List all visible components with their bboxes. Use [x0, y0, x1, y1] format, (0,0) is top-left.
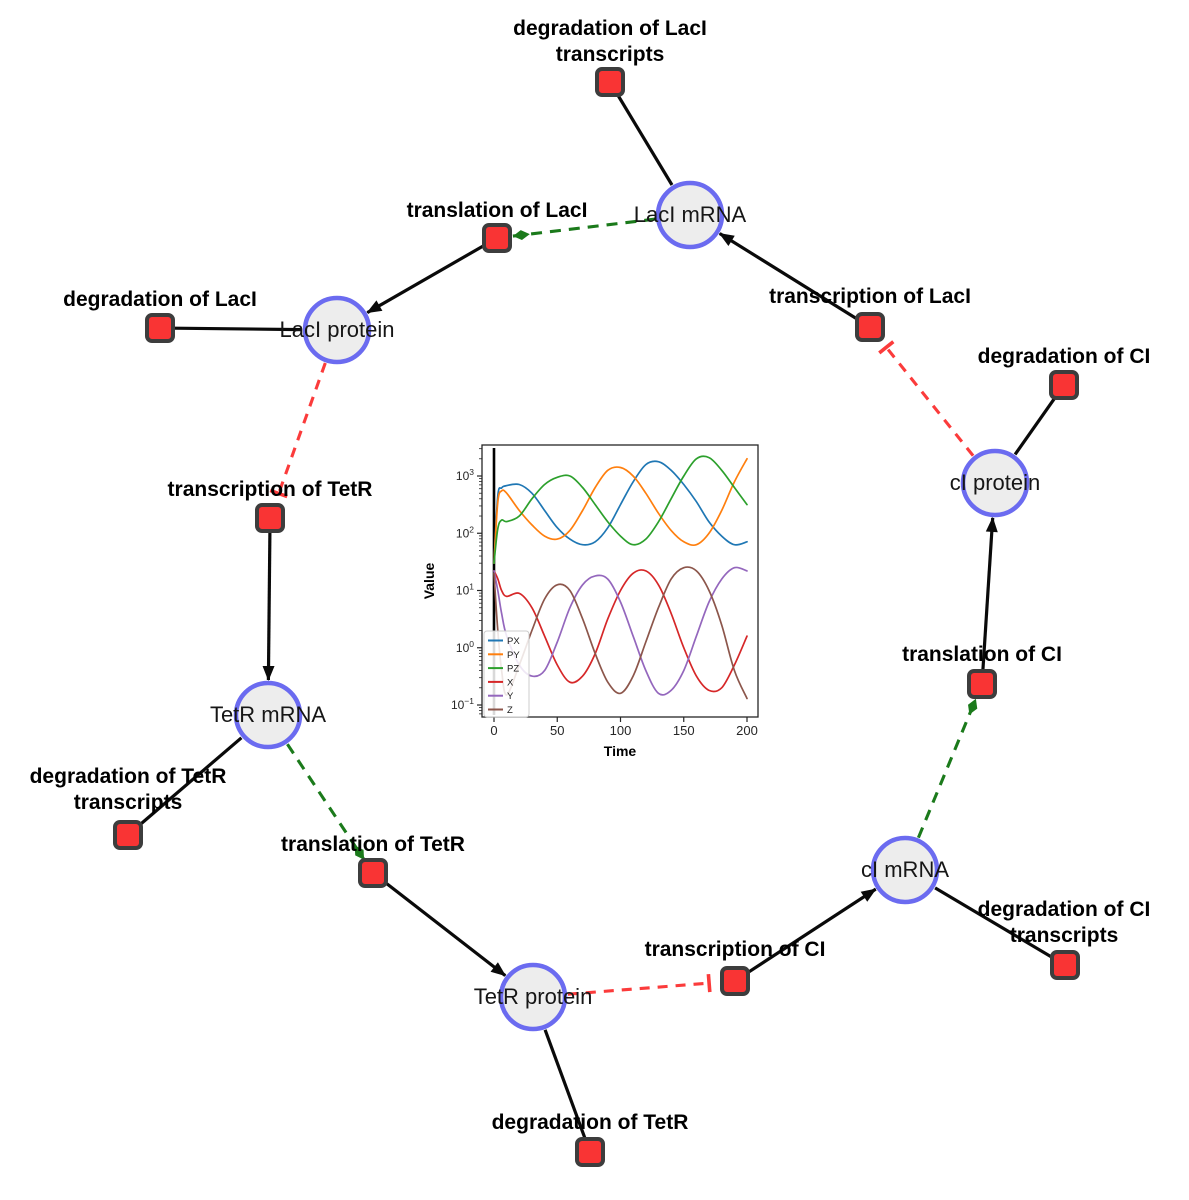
legend-entry-Y: Y [507, 691, 514, 702]
reaction-node-deg_ci_tx [1050, 950, 1080, 980]
edge-reactant-ci_protein-to-deg_ci [1013, 395, 1058, 456]
svg-text:0: 0 [490, 723, 497, 738]
svg-text:10−1: 10−1 [451, 696, 474, 712]
svg-text:50: 50 [550, 723, 564, 738]
chart-series-PZ [493, 455, 748, 565]
node-layer [113, 67, 1080, 1167]
edge-reactant-tetr_mrna-to-deg_tetr_tx [137, 736, 243, 828]
edge-layer [137, 93, 1058, 1140]
reaction-label-deg_ci: degradation of CI [977, 345, 1151, 368]
reaction-label-tx_laci: transcription of LacI [769, 285, 971, 308]
reaction-node-transl_ci [967, 669, 997, 699]
chart-series-PY [493, 457, 748, 565]
edge-product-tx_laci-to-laci_mrna [718, 232, 859, 321]
svg-text:100: 100 [610, 723, 632, 738]
edge-product-transl_ci-to-ci_protein [981, 516, 998, 671]
reaction-node-deg_laci_tx [595, 67, 625, 97]
reaction-node-tx_tetr [255, 503, 285, 533]
reaction-label-transl_ci: translation of CI [902, 643, 1062, 666]
reaction-node-transl_tetr [358, 858, 388, 888]
species-label-ci_mrna: cI mRNA [861, 857, 949, 882]
chart-series-PX [493, 460, 748, 565]
reaction-label-tx_tetr: transcription of TetR [167, 478, 373, 501]
species-node-laci_mrna [655, 180, 725, 250]
reaction-label-deg_ci_tx: degradation of CI transcripts [977, 898, 1151, 947]
reaction-label-deg_tetr: degradation of TetR [491, 1111, 689, 1134]
svg-text:102: 102 [456, 524, 474, 540]
reaction-node-deg_tetr_tx [113, 820, 143, 850]
species-node-ci_mrna [870, 835, 940, 905]
svg-text:100: 100 [456, 639, 474, 655]
chart-legend: PX PY PZ XYZ [483, 630, 530, 718]
edge-product-transl_laci-to-laci_protein [366, 243, 486, 314]
species-label-laci_protein: LacI protein [279, 317, 395, 342]
svg-text:200: 200 [736, 723, 758, 738]
reaction-label-deg_tetr_tx: degradation of TetR transcripts [29, 765, 227, 814]
legend-entry-PY: PY [507, 650, 520, 661]
svg-text:103: 103 [456, 467, 474, 483]
species-node-laci_protein [302, 295, 372, 365]
reaction-label-deg_laci: degradation of LacI [63, 288, 257, 311]
chart-svg: 0 50 100 150 20010−1100101102103TimeValuePXP… [421, 444, 759, 759]
reaction-node-deg_tetr [575, 1137, 605, 1167]
reaction-node-tx_laci [855, 312, 885, 342]
legend-entry-PX: PX [507, 636, 520, 647]
edge-inhibition-tetr_protein-to-tx_ci [567, 973, 712, 996]
species-node-tetr_mrna [233, 680, 303, 750]
species-node-tetr_protein [498, 962, 568, 1032]
reaction-node-deg_laci [145, 313, 175, 343]
edge-reactant-ci_mrna-to-deg_ci_tx [934, 886, 1054, 960]
reaction-node-deg_ci [1049, 370, 1079, 400]
reaction-node-transl_laci [482, 223, 512, 253]
species-label-laci_mrna: LacI mRNA [633, 202, 747, 227]
species-label-tetr_mrna: TetR mRNA [209, 702, 327, 727]
legend-entry-PZ: PZ [507, 664, 519, 675]
edge-product-tx_tetr-to-tetr_mrna [262, 531, 275, 681]
chart-y-axis-label: Value [421, 563, 437, 600]
edge-reactant-laci_protein-to-deg_laci [173, 326, 303, 332]
reaction-node-tx_ci [720, 966, 750, 996]
edge-reactant-tetr_protein-to-deg_tetr [543, 1029, 587, 1140]
edge-inhibition-ci_protein-to-tx_laci [878, 340, 975, 457]
svg-text:150: 150 [673, 723, 695, 738]
reaction-label-transl_laci: translation of LacI [406, 199, 588, 222]
species-label-ci_protein: cI protein [949, 470, 1041, 495]
edge-product-tx_ci-to-ci_mrna [745, 887, 877, 975]
reaction-label-transl_tetr: translation of TetR [281, 833, 465, 856]
legend-entry-X: X [507, 677, 514, 688]
chart-axes: 0 50 100 150 200 10−1 100 101 102 103 [451, 448, 758, 738]
svg-text:101: 101 [456, 582, 474, 598]
species-label-tetr_protein: TetR protein [473, 984, 593, 1009]
chart-x-axis-label: Time [604, 743, 637, 759]
edge-product-transl_tetr-to-tetr_protein [383, 880, 507, 977]
chart-series-X [493, 569, 748, 693]
edge-inhibition-laci_protein-to-tx_tetr [269, 362, 327, 499]
reaction-label-tx_ci: transcription of CI [644, 938, 826, 961]
edge-reactant-laci_mrna-to-deg_laci_tx [615, 93, 674, 186]
species-node-ci_protein [960, 448, 1030, 518]
reaction-label-deg_laci_tx: degradation of LacI transcripts [513, 17, 707, 66]
legend-entry-Z: Z [507, 705, 513, 716]
edge-catalysis-laci_mrna-to-transl_laci [512, 217, 656, 241]
edge-catalysis-ci_mrna-to-transl_ci [916, 698, 978, 839]
inset-simulation-chart: 0 50 100 150 200 10−1 100 101 102 103 Time Value PX P… [420, 428, 780, 778]
edge-catalysis-tetr_mrna-to-transl_tetr [286, 743, 366, 861]
